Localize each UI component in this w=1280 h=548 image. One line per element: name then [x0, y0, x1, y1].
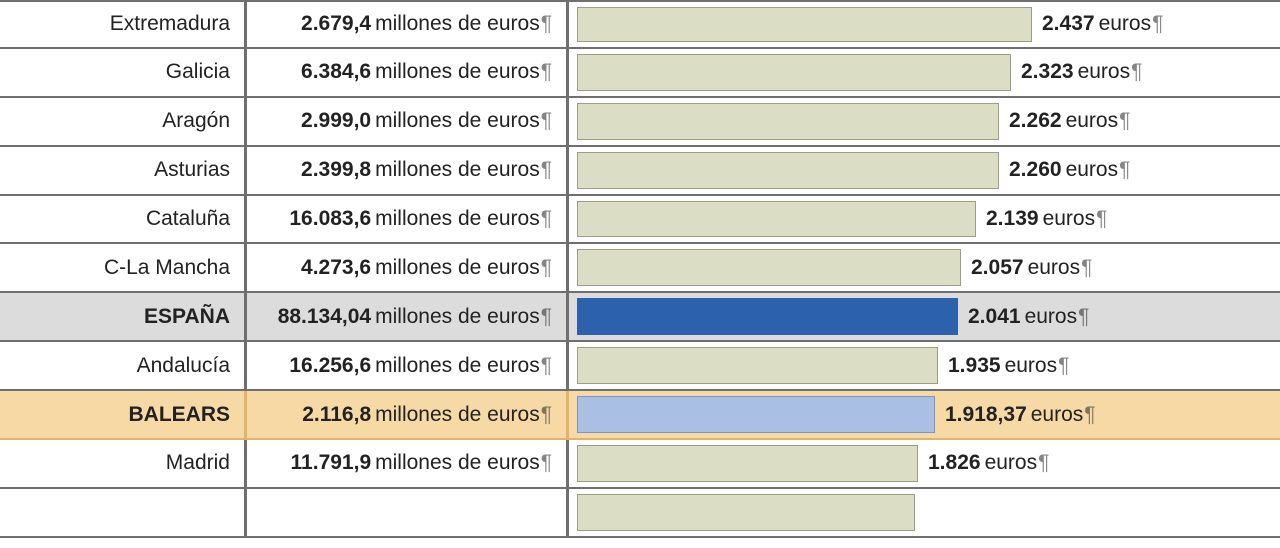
percap-label: 2.323·euros¶: [1021, 60, 1142, 84]
total-cell: 2.116,8·millones de euros¶: [247, 391, 569, 440]
table-row: [0, 489, 1280, 538]
region-label: Galicia: [166, 60, 230, 84]
region-label: Asturias: [154, 158, 230, 182]
percap-bar: [577, 201, 976, 238]
region-label: BALEARS: [128, 403, 230, 427]
region-label: ESPAÑA: [144, 305, 230, 329]
total-unit: millones de euros: [375, 109, 540, 133]
table-row: Madrid 11.791,9·millones de euros¶ 1.826·e…: [0, 440, 1280, 489]
total-unit: millones de euros: [375, 305, 540, 329]
total-value: 6.384,6: [301, 60, 371, 84]
chart-cell: 2.139·euros¶: [569, 196, 1280, 245]
region-label: Andalucía: [137, 354, 230, 378]
percap-label: 2.041·euros¶: [968, 305, 1089, 329]
chart-cell: 1.826·euros¶: [569, 440, 1280, 489]
chart-cell: 2.057·euros¶: [569, 244, 1280, 293]
total-cell: 6.384,6·millones de euros¶: [247, 49, 569, 98]
region-label: Madrid: [166, 451, 230, 475]
total-cell: [247, 489, 569, 538]
chart-cell: 1.935·euros¶: [569, 342, 1280, 391]
total-unit: millones de euros: [375, 60, 540, 84]
total-value: 16.083,6: [289, 207, 371, 231]
chart-cell: 2.262·euros¶: [569, 98, 1280, 147]
total-value: 88.134,04: [278, 305, 371, 329]
total-value: 11.791,9: [291, 451, 372, 475]
total-value: 2.399,8: [301, 158, 371, 182]
percap-bar: [577, 54, 1011, 91]
total-value: 2.999,0: [301, 109, 371, 133]
table-row: Asturias 2.399,8·millones de euros¶ 2.260·…: [0, 147, 1280, 196]
total-value: 2.679,4: [301, 12, 371, 36]
total-cell: 16.083,6·millones de euros¶: [247, 196, 569, 245]
percap-bar: [577, 347, 938, 384]
region-cell: Aragón: [0, 98, 247, 147]
region-cell: Extremadura: [0, 0, 247, 49]
region-label: Aragón: [162, 109, 230, 133]
percap-label: 2.260·euros¶: [1009, 158, 1130, 182]
table-row: BALEARS 2.116,8·millones de euros¶ 1.918,3…: [0, 391, 1280, 440]
region-cell: [0, 489, 247, 538]
total-cell: 11.791,9·millones de euros¶: [247, 440, 569, 489]
percap-bar: [577, 445, 918, 482]
region-cell: Andalucía: [0, 342, 247, 391]
funding-table: Extremadura 2.679,4·millones de euros¶ 2.4…: [0, 0, 1280, 538]
table-row: Aragón 2.999,0·millones de euros¶ 2.262·eu…: [0, 98, 1280, 147]
percap-bar: [577, 396, 935, 433]
total-value: 4.273,6: [301, 256, 371, 280]
region-label: C-La Mancha: [104, 256, 230, 280]
percap-label: 1.826·euros¶: [928, 451, 1049, 475]
total-unit: millones de euros: [375, 403, 540, 427]
total-unit: millones de euros: [375, 451, 540, 475]
table-row: Cataluña 16.083,6·millones de euros¶ 2.139…: [0, 196, 1280, 245]
total-unit: millones de euros: [375, 354, 540, 378]
total-value: 16.256,6: [289, 354, 371, 378]
region-cell: Galicia: [0, 49, 247, 98]
chart-cell: 2.437·euros¶: [569, 0, 1280, 49]
percap-label: 2.437·euros¶: [1042, 12, 1163, 36]
region-label: Extremadura: [110, 12, 230, 36]
region-cell: Cataluña: [0, 196, 247, 245]
percap-bar: [577, 494, 915, 531]
chart-cell: 2.041·euros¶: [569, 293, 1280, 342]
region-cell: BALEARS: [0, 391, 247, 440]
table-row: ESPAÑA 88.134,04·millones de euros¶ 2.041·…: [0, 293, 1280, 342]
region-cell: ESPAÑA: [0, 293, 247, 342]
total-cell: 16.256,6·millones de euros¶: [247, 342, 569, 391]
percap-label: 2.262·euros¶: [1009, 109, 1130, 133]
percap-bar: [577, 249, 961, 286]
percap-label: 1.935·euros¶: [948, 354, 1069, 378]
total-cell: 2.679,4·millones de euros¶: [247, 0, 569, 49]
table-row: Galicia 6.384,6·millones de euros¶ 2.323·e…: [0, 49, 1280, 98]
percap-label: 2.139·euros¶: [986, 207, 1107, 231]
percap-bar: [577, 103, 999, 140]
chart-cell: [569, 489, 1280, 538]
total-cell: 2.399,8·millones de euros¶: [247, 147, 569, 196]
table-row: Andalucía 16.256,6·millones de euros¶ 1.93…: [0, 342, 1280, 391]
total-cell: 2.999,0·millones de euros¶: [247, 98, 569, 147]
region-cell: C-La Mancha: [0, 244, 247, 293]
region-cell: Madrid: [0, 440, 247, 489]
table-row: C-La Mancha 4.273,6·millones de euros¶ 2.0…: [0, 244, 1280, 293]
total-cell: 88.134,04·millones de euros¶: [247, 293, 569, 342]
chart-cell: 1.918,37·euros¶: [569, 391, 1280, 440]
percap-bar: [577, 7, 1032, 42]
total-unit: millones de euros: [375, 158, 540, 182]
region-cell: Asturias: [0, 147, 247, 196]
chart-cell: 2.260·euros¶: [569, 147, 1280, 196]
percap-label: 2.057·euros¶: [971, 256, 1092, 280]
total-unit: millones de euros: [375, 207, 540, 231]
table-row: Extremadura 2.679,4·millones de euros¶ 2.4…: [0, 0, 1280, 49]
region-label: Cataluña: [146, 207, 230, 231]
percap-bar: [577, 152, 999, 189]
percap-bar: [577, 298, 958, 335]
total-cell: 4.273,6·millones de euros¶: [247, 244, 569, 293]
percap-label: 1.918,37·euros¶: [945, 403, 1096, 427]
chart-cell: 2.323·euros¶: [569, 49, 1280, 98]
total-unit: millones de euros: [375, 256, 540, 280]
total-value: 2.116,8: [302, 403, 371, 427]
total-unit: millones de euros: [375, 12, 540, 36]
